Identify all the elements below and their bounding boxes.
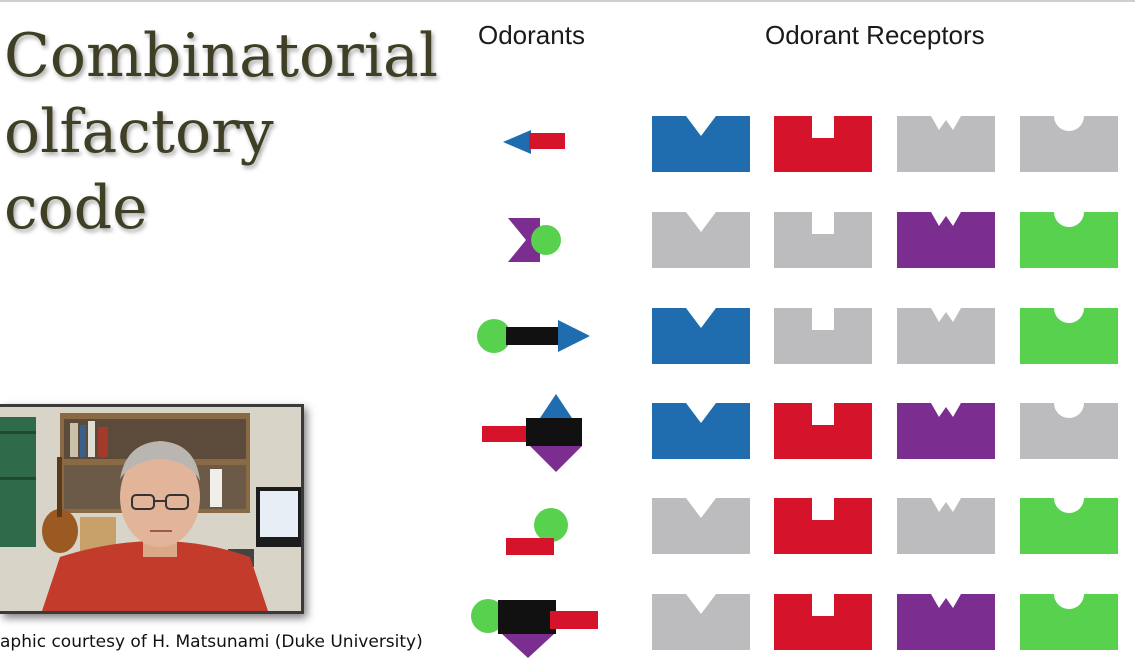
slide-title: Combinatorial olfactory code [4, 18, 439, 246]
odorant-1 [503, 130, 565, 154]
receptor-round-notch-green [1020, 498, 1118, 554]
top-border [0, 0, 1135, 2]
receptor-w-notch-purple [897, 212, 995, 268]
title-line-1: Combinatorial [4, 21, 439, 91]
receptor-square-notch-gray [774, 308, 872, 364]
receptor-w-notch-purple [897, 403, 995, 459]
presenter-video[interactable] [0, 404, 304, 614]
receptor-square-notch-red [774, 403, 872, 459]
receptor-round-notch-gray [1020, 403, 1118, 459]
webcam-video-icon [0, 407, 301, 611]
odorant-4 [482, 394, 582, 472]
receptor-square-notch-red [774, 498, 872, 554]
image-credit: aphic courtesy of H. Matsunami (Duke Uni… [0, 632, 423, 652]
receptor-v-notch-gray [652, 498, 750, 554]
receptor-w-notch-gray [897, 116, 995, 172]
receptors-header: Odorant Receptors [765, 20, 985, 50]
receptor-square-notch-gray [774, 212, 872, 268]
receptor-w-notch-gray [897, 498, 995, 554]
receptor-w-notch-purple [897, 594, 995, 650]
odorants-header: Odorants [478, 20, 585, 50]
odorant-3 [477, 319, 590, 353]
odorant-2 [508, 218, 561, 262]
receptor-v-notch-blue [652, 308, 750, 364]
receptor-round-notch-gray [1020, 116, 1118, 172]
receptor-v-notch-gray [652, 212, 750, 268]
odorant-6 [471, 599, 598, 658]
receptor-square-notch-red [774, 116, 872, 172]
title-line-2: olfactory code [4, 97, 274, 243]
receptor-v-notch-gray [652, 594, 750, 650]
receptor-square-notch-red [774, 594, 872, 650]
receptor-round-notch-green [1020, 594, 1118, 650]
receptor-round-notch-green [1020, 212, 1118, 268]
receptor-v-notch-blue [652, 116, 750, 172]
receptor-w-notch-gray [897, 308, 995, 364]
receptor-v-notch-blue [652, 403, 750, 459]
receptor-round-notch-green [1020, 308, 1118, 364]
odorant-5 [506, 508, 568, 555]
